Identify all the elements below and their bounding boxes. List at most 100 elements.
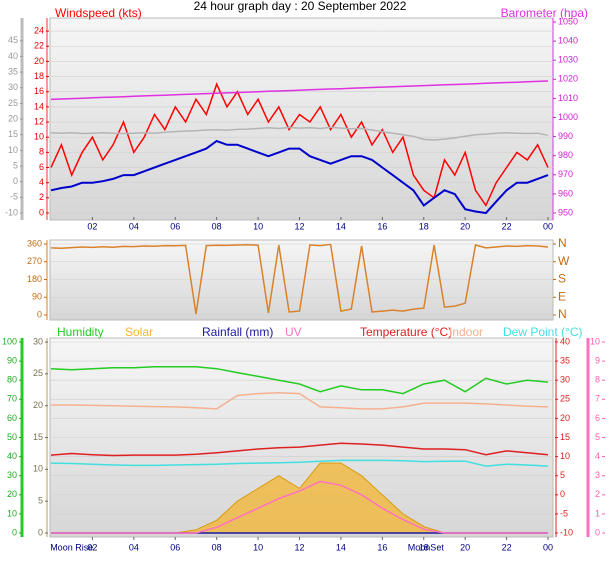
- y-tick-label: E: [558, 289, 566, 303]
- y-tick-label: 40: [560, 336, 570, 346]
- legend-label: UV: [285, 325, 302, 339]
- y-tick-label: 1040: [558, 35, 578, 45]
- x-tick-label: 04: [129, 542, 139, 552]
- y-tick-label: 8: [39, 147, 44, 157]
- x-tick-label: 16: [377, 542, 387, 552]
- y-tick-label: 8: [595, 375, 600, 385]
- y-tick-label: -10: [5, 207, 18, 217]
- y-tick-label: W: [558, 254, 570, 268]
- y-tick-label: 25: [8, 98, 18, 108]
- y-tick-label: N: [558, 236, 567, 250]
- y-tick-label: 35: [8, 66, 18, 76]
- x-tick-label: 08: [212, 542, 222, 552]
- y-tick-label: -5: [560, 508, 568, 518]
- y-tick-label: 5: [595, 432, 600, 442]
- y-tick-label: 0: [12, 527, 17, 537]
- y-tick-label: 14: [34, 101, 44, 111]
- y-tick-label: 40: [8, 51, 18, 61]
- legend-label: Windspeed (kts): [55, 6, 142, 20]
- y-tick-label: 45: [8, 35, 18, 45]
- line: [50, 366, 549, 395]
- y-tick-label: 16: [34, 86, 44, 96]
- line: [50, 243, 549, 315]
- y-tick-label: 0: [37, 309, 42, 319]
- y-tick-label: 6: [39, 162, 44, 172]
- annotation: Moon Rise: [50, 542, 93, 552]
- y-tick-label: 1050: [558, 16, 578, 26]
- legend-label: Indoor: [449, 325, 483, 339]
- y-tick-label: 1010: [558, 93, 578, 103]
- x-tick-label: 12: [294, 542, 304, 552]
- x-tick-label: 08: [212, 221, 222, 231]
- x-tick-label: 16: [377, 221, 387, 231]
- y-tick-label: 0: [39, 207, 44, 217]
- y-tick-label: 1000: [558, 112, 578, 122]
- y-tick-label: 35: [560, 355, 570, 365]
- y-tick-label: -5: [10, 192, 18, 202]
- line: [50, 459, 549, 467]
- x-tick-label: 00: [543, 542, 553, 552]
- y-tick-label: 20: [34, 56, 44, 66]
- x-tick-label: 22: [502, 221, 512, 231]
- line: [50, 80, 549, 101]
- y-tick-label: N: [558, 307, 567, 321]
- y-tick-label: 15: [33, 432, 43, 442]
- y-tick-label: 980: [558, 150, 573, 160]
- y-tick-label: 90: [32, 292, 42, 302]
- y-tick-label: 50: [7, 432, 17, 442]
- line: [51, 392, 549, 410]
- y-tick-label: 970: [558, 169, 573, 179]
- y-tick-label: 4: [39, 177, 44, 187]
- legend-label: Temperature (°C): [360, 325, 452, 339]
- y-tick-label: 10: [8, 145, 18, 155]
- y-tick-label: 7: [595, 394, 600, 404]
- y-tick-label: 70: [7, 394, 17, 404]
- y-tick-label: 1: [595, 508, 600, 518]
- y-tick-label: 10: [590, 336, 600, 346]
- x-tick-label: 22: [502, 542, 512, 552]
- y-tick-label: 5: [13, 160, 18, 170]
- x-tick-label: 14: [336, 221, 346, 231]
- y-tick-label: 25: [560, 394, 570, 404]
- x-tick-label: 00: [543, 221, 553, 231]
- y-tick-label: 0: [38, 527, 43, 537]
- x-tick-label: 10: [253, 221, 263, 231]
- legend-label: Barometer (hpa): [501, 6, 588, 20]
- y-tick-label: 80: [7, 375, 17, 385]
- x-tick-label: 10: [253, 542, 263, 552]
- y-tick-label: 10: [33, 464, 43, 474]
- y-tick-label: 20: [8, 113, 18, 123]
- panel-direction: [49, 239, 554, 321]
- line: [50, 139, 549, 215]
- y-tick-label: 6: [595, 413, 600, 423]
- y-tick-label: 15: [8, 129, 18, 139]
- y-tick-label: 22: [34, 41, 44, 51]
- y-tick-label: 960: [558, 188, 573, 198]
- y-tick-label: 40: [7, 451, 17, 461]
- y-tick-label: 12: [34, 116, 44, 126]
- x-tick-label: 20: [460, 221, 470, 231]
- y-tick-label: 10: [560, 451, 570, 461]
- y-tick-label: 5: [560, 470, 565, 480]
- legend-label: Rainfall (mm): [202, 325, 273, 339]
- y-tick-label: 100: [2, 336, 17, 346]
- x-tick-label: 12: [294, 221, 304, 231]
- y-tick-label: 24: [34, 25, 44, 35]
- y-tick-label: 90: [7, 355, 17, 365]
- y-tick-label: 5: [38, 496, 43, 506]
- y-tick-label: 0: [13, 176, 18, 186]
- y-tick-label: 20: [7, 489, 17, 499]
- y-tick-label: 0: [595, 527, 600, 537]
- x-tick-label: 06: [170, 542, 180, 552]
- y-tick-label: 20: [33, 400, 43, 410]
- y-tick-label: 30: [7, 470, 17, 480]
- line: [50, 442, 549, 457]
- y-tick-label: 20: [560, 413, 570, 423]
- x-tick-label: 18: [419, 542, 429, 552]
- legend-label: Humidity: [57, 325, 104, 339]
- x-tick-label: 04: [129, 221, 139, 231]
- y-tick-label: 15: [560, 432, 570, 442]
- y-tick-label: 25: [33, 368, 43, 378]
- x-tick-label: 14: [336, 542, 346, 552]
